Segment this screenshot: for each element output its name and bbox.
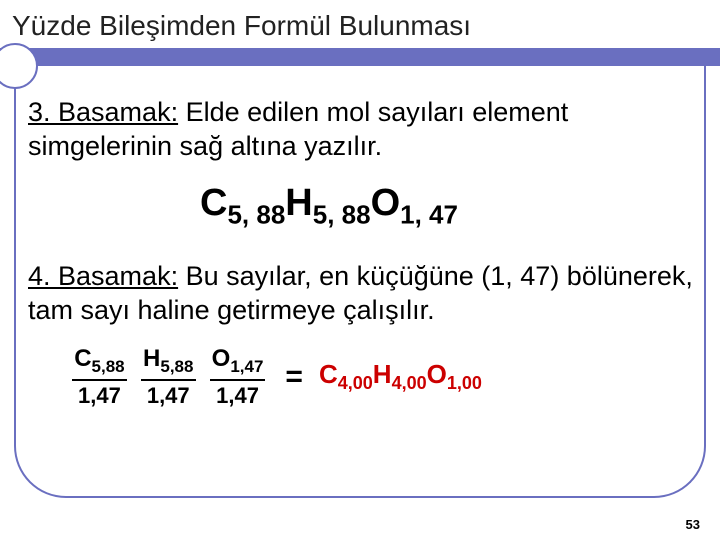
res-c: C bbox=[319, 359, 338, 389]
frac-o-sub: 1,47 bbox=[230, 357, 263, 376]
step3-paragraph: 3. Basamak: Elde edilen mol sayıları ele… bbox=[28, 96, 698, 164]
frac-c-elem: C bbox=[74, 345, 91, 372]
res-c-sub: 4,00 bbox=[338, 373, 373, 393]
step4-paragraph: 4. Basamak: Bu sayılar, en küçüğüne (1, … bbox=[28, 260, 708, 328]
res-h-sub: 4,00 bbox=[392, 373, 427, 393]
res-h: H bbox=[373, 359, 392, 389]
formula-el-o: O bbox=[371, 182, 401, 224]
fraction-c: C5,88 1,47 bbox=[72, 345, 127, 409]
result-formula: C4,00H4,00O1,00 bbox=[319, 359, 482, 394]
frac-o-elem: O bbox=[212, 345, 231, 372]
equation-row: C5,88 1,47 H5,88 1,47 O1,47 1,47 = C4,00… bbox=[68, 345, 482, 409]
fraction-h: H5,88 1,47 bbox=[141, 345, 196, 409]
res-o-sub: 1,00 bbox=[447, 373, 482, 393]
frac-h-den: 1,47 bbox=[141, 379, 196, 409]
page-number: 53 bbox=[686, 517, 700, 532]
formula-sub-o: 1, 47 bbox=[400, 200, 458, 230]
formula-sub-h: 5, 88 bbox=[313, 200, 371, 230]
formula-el-h: H bbox=[285, 182, 312, 224]
fraction-o: O1,47 1,47 bbox=[210, 345, 266, 409]
formula-sub-c: 5, 88 bbox=[227, 200, 285, 230]
res-o: O bbox=[427, 359, 447, 389]
formula-molar: C5, 88H5, 88O1, 47 bbox=[200, 182, 458, 231]
frac-o-den: 1,47 bbox=[210, 379, 265, 409]
frac-h-sub: 5,88 bbox=[160, 357, 193, 376]
header-band bbox=[0, 48, 720, 66]
frac-h-elem: H bbox=[143, 345, 160, 372]
frac-c-den: 1,47 bbox=[72, 379, 127, 409]
equals-sign: = bbox=[285, 360, 303, 394]
frac-c-sub: 5,88 bbox=[92, 357, 125, 376]
step3-label: 3. Basamak: bbox=[28, 97, 178, 127]
step4-label: 4. Basamak: bbox=[28, 261, 178, 291]
slide-title: Yüzde Bileşimden Formül Bulunması bbox=[12, 10, 479, 42]
formula-el-c: C bbox=[200, 182, 227, 224]
